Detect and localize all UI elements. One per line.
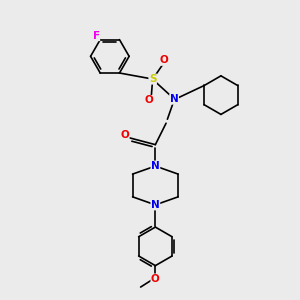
Text: N: N	[151, 200, 160, 210]
Text: O: O	[151, 274, 160, 284]
Text: N: N	[151, 161, 160, 171]
Text: O: O	[120, 130, 129, 140]
Text: F: F	[93, 31, 100, 40]
Text: N: N	[170, 94, 178, 104]
Text: O: O	[160, 55, 169, 65]
Text: S: S	[149, 74, 156, 84]
Text: O: O	[144, 95, 153, 106]
